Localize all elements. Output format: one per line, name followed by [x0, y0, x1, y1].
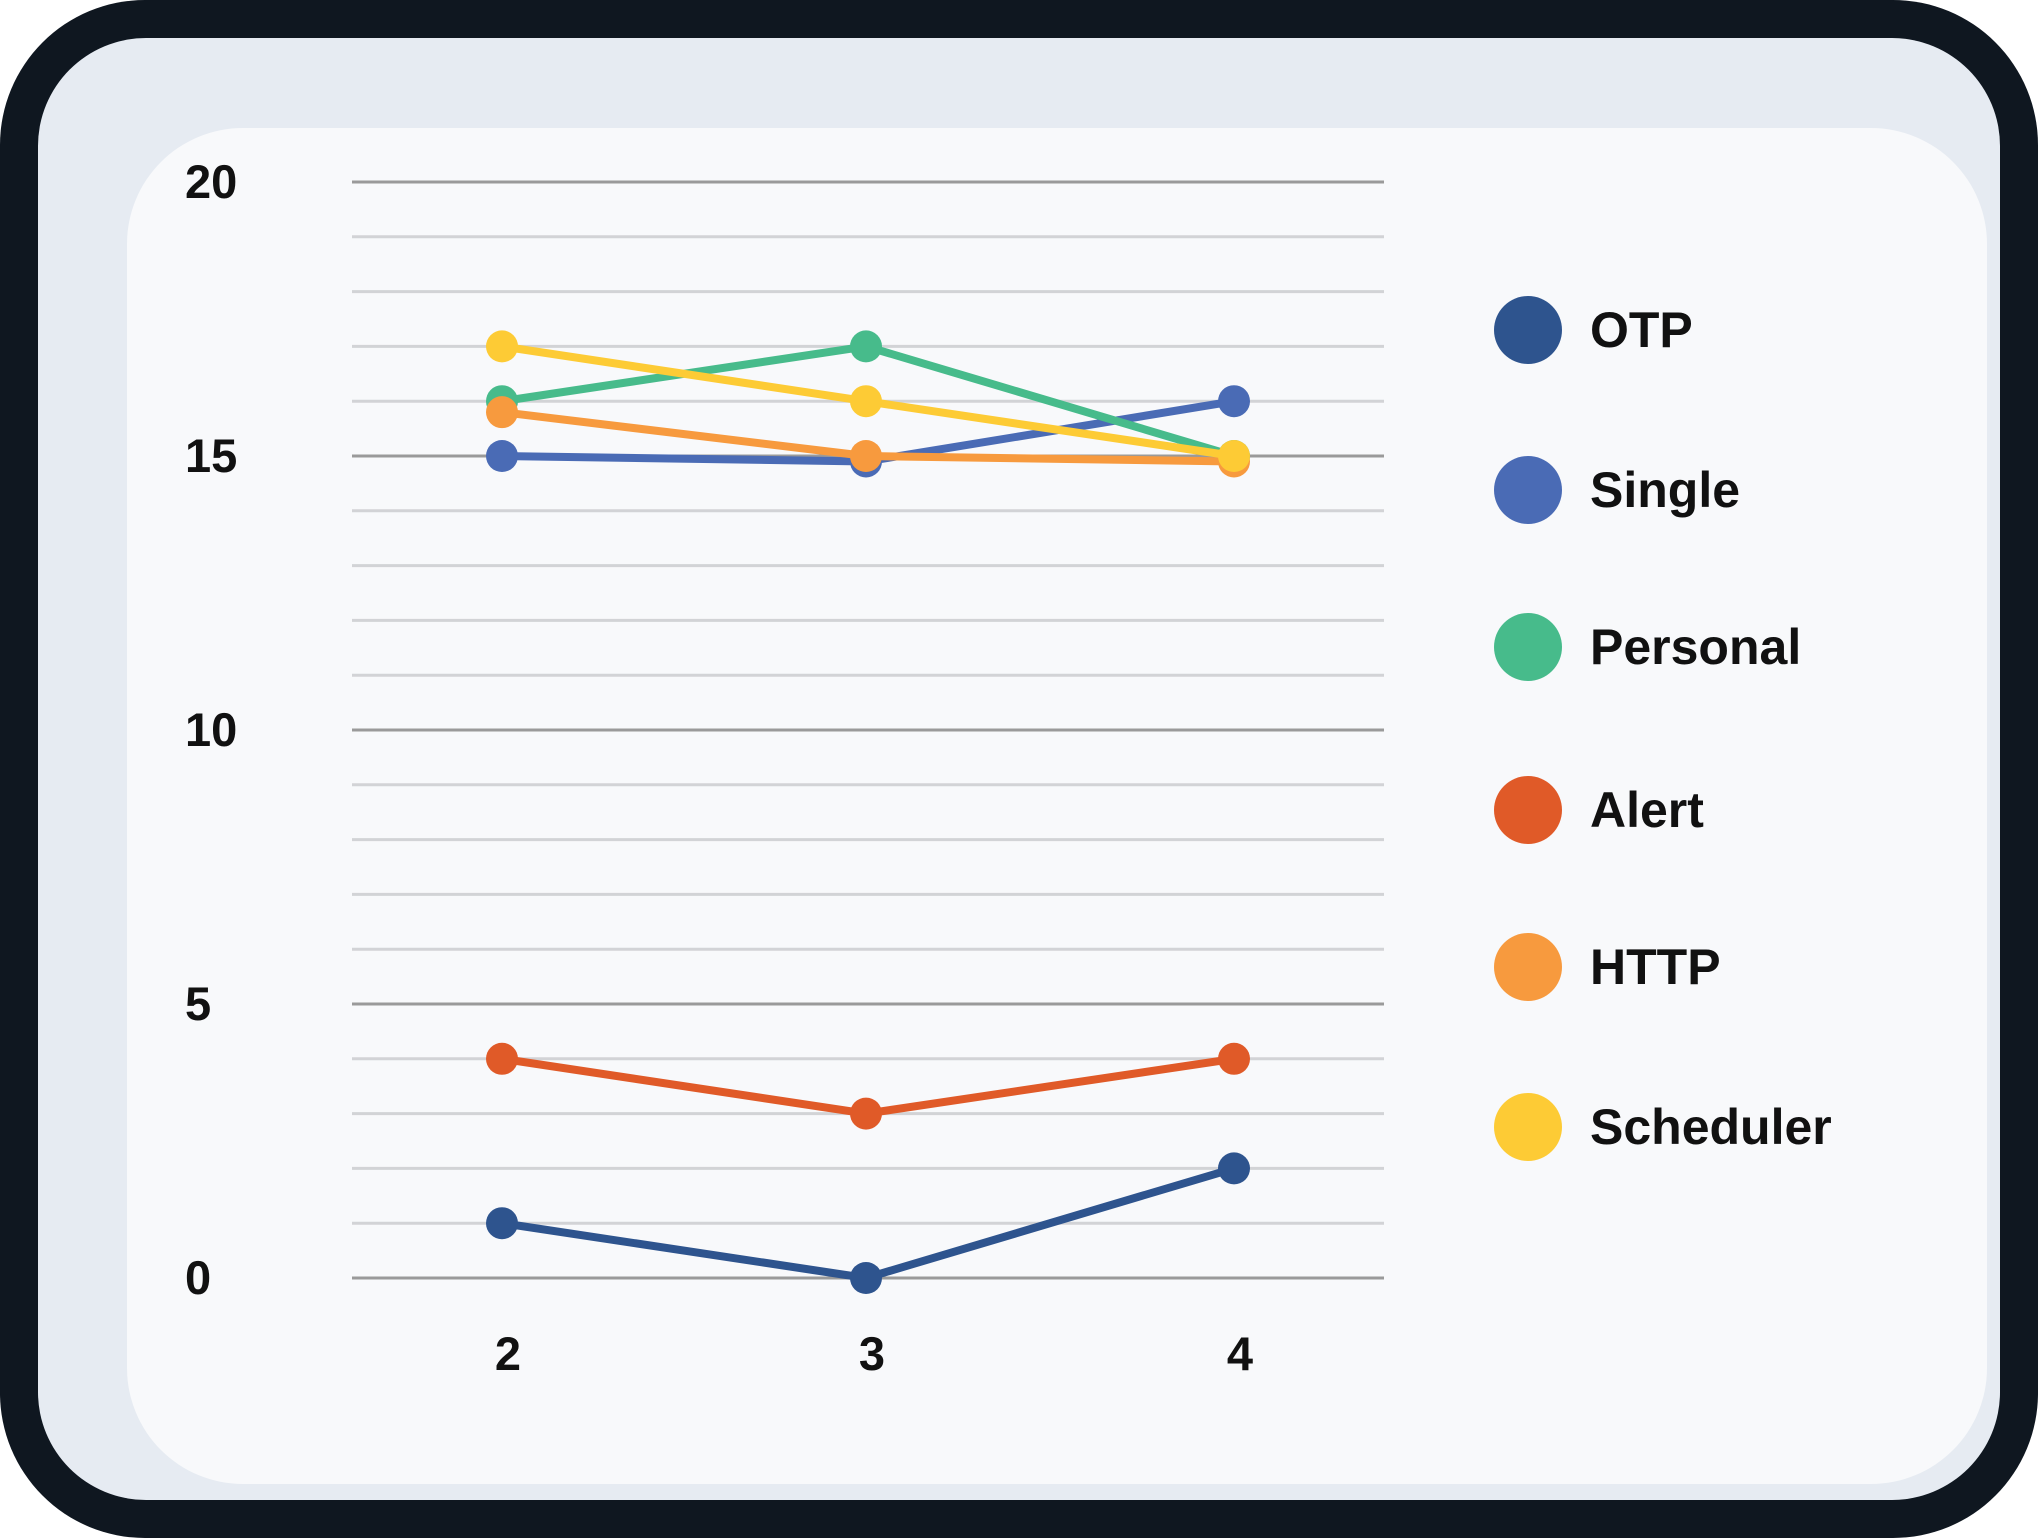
data-point	[486, 440, 518, 472]
legend-item-scheduler: Scheduler	[1494, 1093, 1832, 1161]
legend-swatch	[1494, 296, 1562, 364]
y-tick-label: 15	[185, 429, 237, 482]
series-otp	[486, 1152, 1250, 1294]
y-tick-label: 20	[185, 155, 237, 208]
legend-swatch	[1494, 776, 1562, 844]
y-tick-label: 10	[185, 703, 237, 756]
data-point	[850, 440, 882, 472]
data-point	[1218, 1042, 1250, 1075]
data-point	[486, 1207, 518, 1240]
legend-swatch	[1494, 456, 1562, 524]
y-tick-label: 0	[185, 1251, 211, 1304]
legend-swatch	[1494, 933, 1562, 1001]
legend-label: Personal	[1590, 619, 1801, 675]
legend-swatch	[1494, 1093, 1562, 1161]
legend-item-personal: Personal	[1494, 613, 1801, 681]
data-point	[486, 330, 518, 363]
y-tick-label: 5	[185, 977, 211, 1030]
x-axis-ticks: 2 3 4	[495, 1327, 1253, 1380]
chart-panel	[127, 128, 1987, 1484]
x-tick-label: 4	[1227, 1327, 1253, 1380]
data-point	[1218, 1152, 1250, 1185]
data-point	[850, 1097, 882, 1130]
legend-item-alert: Alert	[1494, 776, 1704, 844]
device-bezel	[38, 38, 2000, 1500]
legend-label: Alert	[1590, 782, 1704, 838]
legend-label: Single	[1590, 462, 1740, 518]
series-lines	[486, 330, 1250, 1294]
legend-item-http: HTTP	[1494, 933, 1721, 1001]
x-tick-label: 3	[859, 1327, 885, 1380]
legend-item-single: Single	[1494, 456, 1740, 524]
data-point	[850, 385, 882, 418]
legend-swatch	[1494, 613, 1562, 681]
data-point	[1218, 440, 1250, 472]
data-point	[850, 330, 882, 363]
legend-item-otp: OTP	[1494, 296, 1693, 364]
data-point	[486, 396, 518, 429]
legend-label: Scheduler	[1590, 1099, 1832, 1155]
y-axis-ticks: 0 5 10 15 20	[185, 155, 237, 1304]
data-point	[1218, 385, 1250, 418]
data-point	[486, 1042, 518, 1075]
series-alert	[486, 1042, 1250, 1130]
x-tick-label: 2	[495, 1327, 521, 1380]
data-point	[850, 1262, 882, 1294]
legend-label: OTP	[1590, 302, 1693, 358]
legend: OTP Single Personal Alert HTTP Scheduler	[1494, 296, 1832, 1161]
legend-label: HTTP	[1590, 939, 1721, 995]
series-scheduler	[486, 330, 1250, 472]
